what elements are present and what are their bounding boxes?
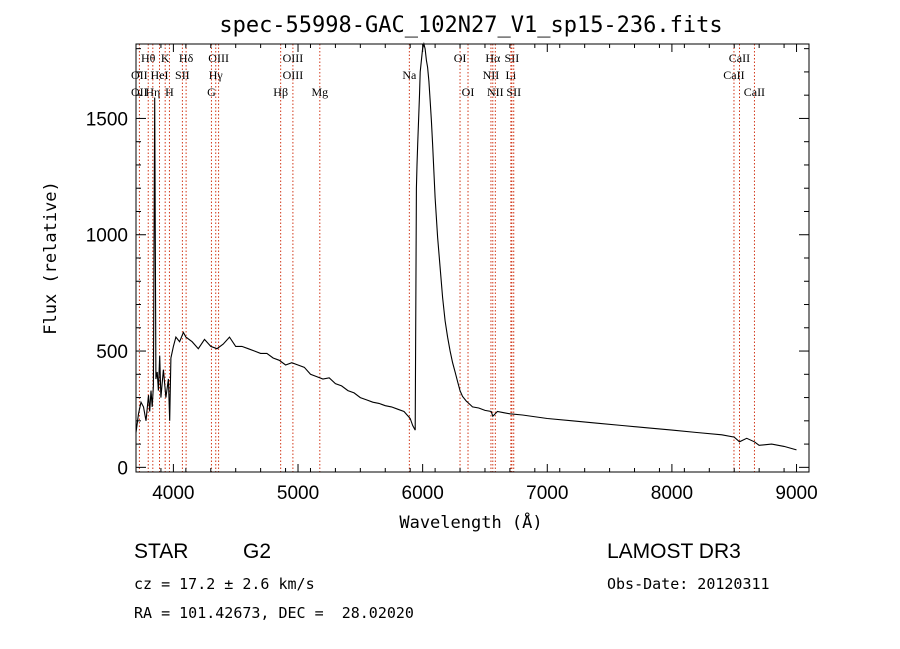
line-marker-label: OI bbox=[454, 51, 467, 65]
y-tick-label: 500 bbox=[96, 342, 128, 363]
line-marker-label: SII bbox=[506, 85, 521, 99]
redshift-cz: cz = 17.2 ± 2.6 km/s bbox=[134, 575, 315, 593]
line-marker-label: OI bbox=[462, 85, 475, 99]
line-marker-label: Hγ bbox=[209, 68, 224, 82]
x-tick-label: 5000 bbox=[277, 483, 319, 504]
flux-series-line bbox=[135, 41, 797, 451]
spectrum-chart: spec-55998-GAC_102N27_V1_sp15-236.fits H… bbox=[41, 13, 818, 533]
y-axis-label: Flux (relative) bbox=[41, 181, 61, 335]
line-marker-label: OII bbox=[131, 68, 148, 82]
axis-ticks: 4000 5000 6000 7000 8000 9000 0 500 1000 1500 bbox=[86, 44, 818, 504]
x-axis-label: Wavelength (Å) bbox=[399, 511, 542, 533]
line-marker-label: Hη bbox=[145, 85, 160, 99]
survey-name: LAMOST DR3 bbox=[607, 540, 741, 563]
line-marker-label: H bbox=[165, 85, 174, 99]
line-marker-label: Li bbox=[506, 68, 517, 82]
y-tick-label: 0 bbox=[117, 458, 128, 479]
line-marker-label: G bbox=[207, 85, 216, 99]
line-marker-label: HeI bbox=[151, 68, 169, 82]
x-tick-label: 6000 bbox=[402, 483, 444, 504]
chart-title: spec-55998-GAC_102N27_V1_sp15-236.fits bbox=[219, 13, 722, 38]
line-marker-label: OII bbox=[131, 85, 148, 99]
line-marker-label: Mg bbox=[311, 85, 328, 99]
line-marker-label: K bbox=[161, 51, 170, 65]
line-marker-label: CaII bbox=[744, 85, 765, 99]
line-marker-label: OIII bbox=[283, 68, 304, 82]
line-marker-label: CaII bbox=[723, 68, 744, 82]
object-class: STAR bbox=[134, 540, 189, 563]
x-tick-label: 4000 bbox=[152, 483, 194, 504]
line-marker-label: OIII bbox=[283, 51, 304, 65]
x-tick-label: 8000 bbox=[651, 483, 693, 504]
coordinates: RA = 101.42673, DEC = 28.02020 bbox=[134, 604, 414, 622]
line-marker-label: Na bbox=[402, 68, 417, 82]
object-subclass: G2 bbox=[243, 540, 272, 563]
line-marker-label: OIII bbox=[208, 51, 229, 65]
line-marker-label: Hδ bbox=[179, 51, 194, 65]
plot-frame bbox=[135, 43, 810, 473]
line-marker-label: SII bbox=[175, 68, 190, 82]
line-marker-label: SII bbox=[505, 51, 520, 65]
line-marker-label: Hθ bbox=[141, 51, 156, 65]
line-marker-label: CaII bbox=[729, 51, 750, 65]
line-marker-label: NII bbox=[487, 85, 504, 99]
y-tick-label: 1500 bbox=[86, 109, 128, 130]
line-marker-label: Hα bbox=[485, 51, 501, 65]
x-tick-label: 7000 bbox=[526, 483, 568, 504]
observation-date: Obs-Date: 20120311 bbox=[607, 575, 770, 593]
line-marker-label: Hβ bbox=[273, 85, 288, 99]
y-tick-label: 1000 bbox=[86, 226, 128, 247]
x-tick-label: 9000 bbox=[775, 483, 817, 504]
line-marker-label: NII bbox=[483, 68, 500, 82]
